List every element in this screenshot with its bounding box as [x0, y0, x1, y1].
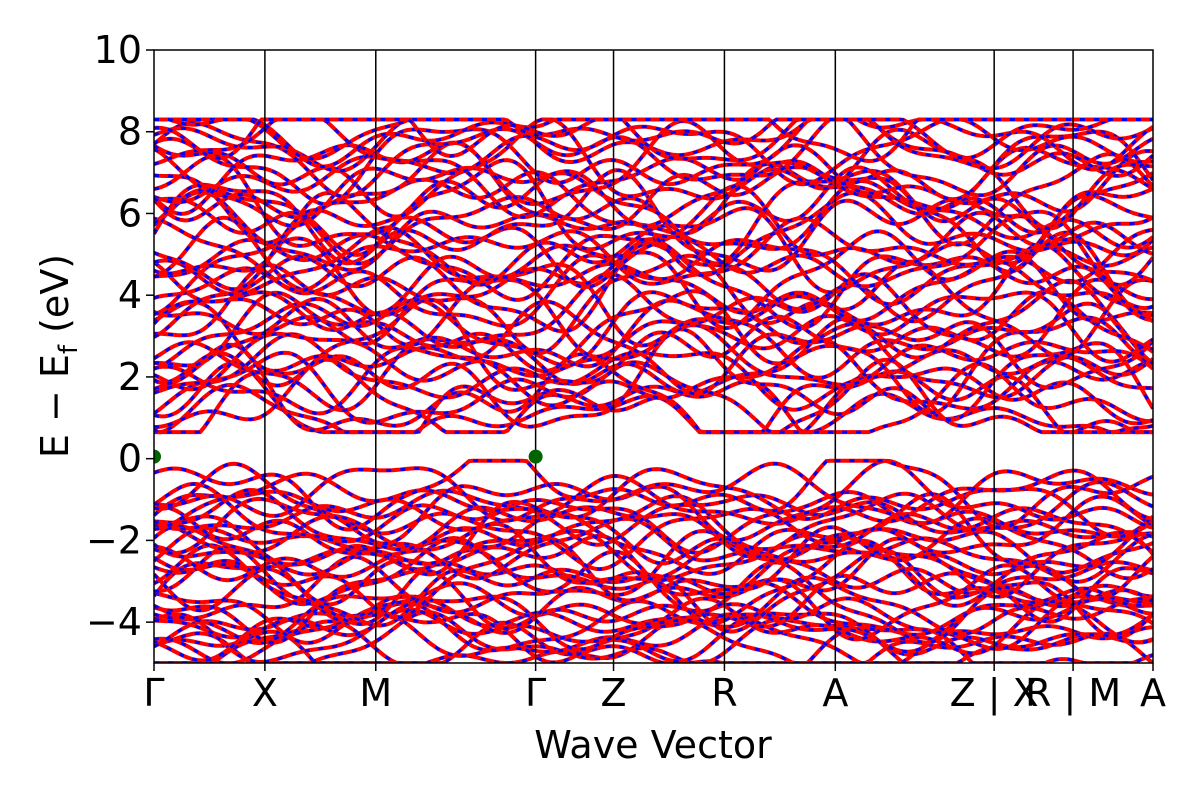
fermi-markers	[154, 449, 543, 464]
high-symmetry-lines	[264, 50, 1074, 663]
band-line-dashed	[154, 529, 1153, 612]
band-line-dashed	[154, 358, 1153, 434]
y-tick-label: 0	[118, 437, 142, 481]
band-line-dashed	[154, 297, 1153, 414]
band-line-dashed	[154, 118, 1153, 206]
band-line-dashed	[154, 168, 1153, 287]
band-line-dashed	[154, 243, 1153, 355]
y-tick-label: 8	[118, 110, 142, 154]
band-line-dashed	[154, 118, 1153, 161]
band-line-solid	[154, 143, 1153, 229]
band-line-solid	[154, 520, 1153, 584]
y-tick-label: 2	[118, 355, 142, 399]
band-line-dashed	[154, 118, 1153, 163]
x-tick-label: Z | X	[950, 671, 1039, 716]
y-axis-label: E − Ef (eV)	[33, 254, 84, 458]
band-line-dashed	[154, 332, 1153, 412]
x-axis-label: Wave Vector	[534, 723, 772, 767]
x-tick-label: R	[711, 671, 737, 715]
band-line-dashed	[154, 343, 1153, 434]
band-line-dashed	[154, 118, 1153, 171]
band-line-dashed	[154, 225, 1153, 306]
band-line-dashed	[154, 190, 1153, 277]
band-line-dashed	[154, 608, 1153, 663]
band-line-dashed	[154, 118, 1153, 199]
band-line-solid	[154, 323, 1153, 392]
y-tick-label: −4	[86, 600, 142, 644]
y-tick-label: 4	[118, 273, 142, 317]
y-tick-label: −2	[86, 518, 142, 562]
band-line-dashed	[154, 118, 1153, 186]
y-tick-label: 10	[94, 28, 142, 72]
x-axis-ticks: Γ X M Γ Z R A Z | XR | M A	[143, 663, 1166, 716]
x-tick-label: X	[252, 671, 278, 715]
x-tick-label: R | M	[1025, 671, 1121, 716]
x-tick-label: Z	[601, 671, 627, 715]
band-line-dashed	[154, 279, 1153, 371]
band-line-solid	[154, 461, 1153, 526]
y-tick-label: 6	[118, 191, 142, 235]
band-line-dashed	[154, 272, 1153, 364]
x-tick-label: A	[822, 671, 848, 715]
band-line-dashed	[154, 338, 1153, 415]
plot-frame	[153, 49, 1154, 664]
band-line-dashed	[154, 536, 1153, 624]
band-line-dashed	[154, 511, 1153, 576]
band-line-dashed	[154, 191, 1153, 294]
band-lines	[154, 117, 1153, 663]
band-line-dashed	[154, 158, 1153, 274]
band-line-solid	[154, 575, 1153, 645]
band-line-dashed	[154, 317, 1153, 412]
band-line-solid	[154, 594, 1153, 652]
band-line-solid	[154, 259, 1153, 359]
band-line-solid	[154, 482, 1153, 555]
band-line-dashed	[154, 474, 1153, 538]
band-line-dashed	[154, 524, 1153, 606]
x-tick-label: A	[1140, 671, 1166, 715]
band-line-dashed	[154, 494, 1153, 571]
band-line-solid	[154, 620, 1153, 663]
band-line-dashed	[154, 610, 1153, 663]
y-axis-ticks: −4 −2 0 2 4 6 8 10	[86, 28, 154, 644]
band-line-solid	[154, 467, 1153, 532]
band-edge-marker	[528, 449, 543, 464]
band-line-dashed	[154, 539, 1153, 626]
x-tick-label: Γ	[525, 671, 546, 715]
band-line-dashed	[154, 459, 1153, 532]
band-edge-marker	[154, 449, 161, 464]
band-line-solid	[154, 216, 1153, 293]
x-tick-label: M	[359, 671, 392, 715]
band-line-dashed	[154, 492, 1153, 576]
x-tick-label: Γ	[143, 671, 164, 715]
band-line-dashed	[154, 119, 1153, 216]
